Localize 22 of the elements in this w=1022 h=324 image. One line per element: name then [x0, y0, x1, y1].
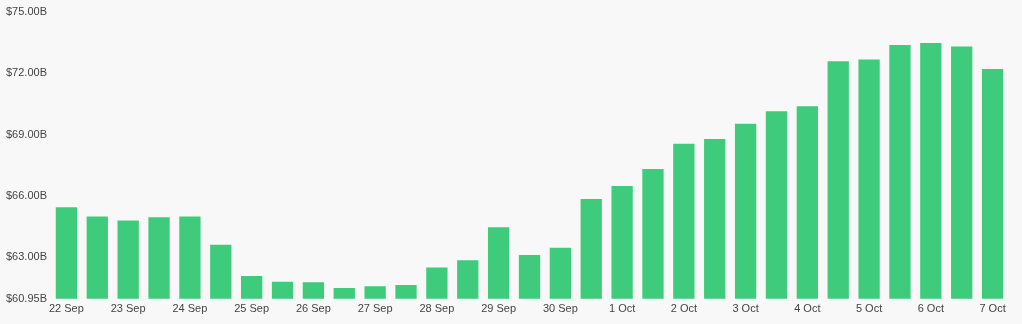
y-tick-label: $66.00B [6, 188, 47, 201]
x-tick-label: 30 Sep [542, 302, 578, 315]
y-tick-label: $69.00B [6, 127, 47, 140]
x-tick-label: 29 Sep [481, 302, 517, 315]
x-tick-label: 7 Oct [979, 302, 1006, 315]
x-tick-label: 24 Sep [172, 302, 208, 315]
x-tick-label: 4 Oct [794, 302, 821, 315]
y-tick-label: $72.00B [6, 66, 47, 79]
x-tick-label: 5 Oct [855, 302, 883, 315]
x-tick-label: 1 Oct [608, 302, 636, 315]
x-tick-label: 2 Oct [670, 302, 697, 315]
y-tick-label: $75.00B [6, 5, 47, 18]
x-tick-label: 25 Sep [234, 302, 270, 315]
x-tick-label: 27 Sep [357, 302, 393, 315]
x-tick-label: 23 Sep [110, 302, 146, 315]
x-tick-label: 26 Sep [295, 302, 331, 315]
x-tick-label: 6 Oct [917, 302, 944, 315]
x-tick-label: 22 Sep [48, 302, 84, 315]
x-tick-label: 28 Sep [419, 302, 455, 315]
y-tick-label: $63.00B [6, 249, 47, 262]
x-tick-label: 3 Oct [732, 302, 759, 315]
y-tick-label: $60.95B [6, 291, 47, 304]
